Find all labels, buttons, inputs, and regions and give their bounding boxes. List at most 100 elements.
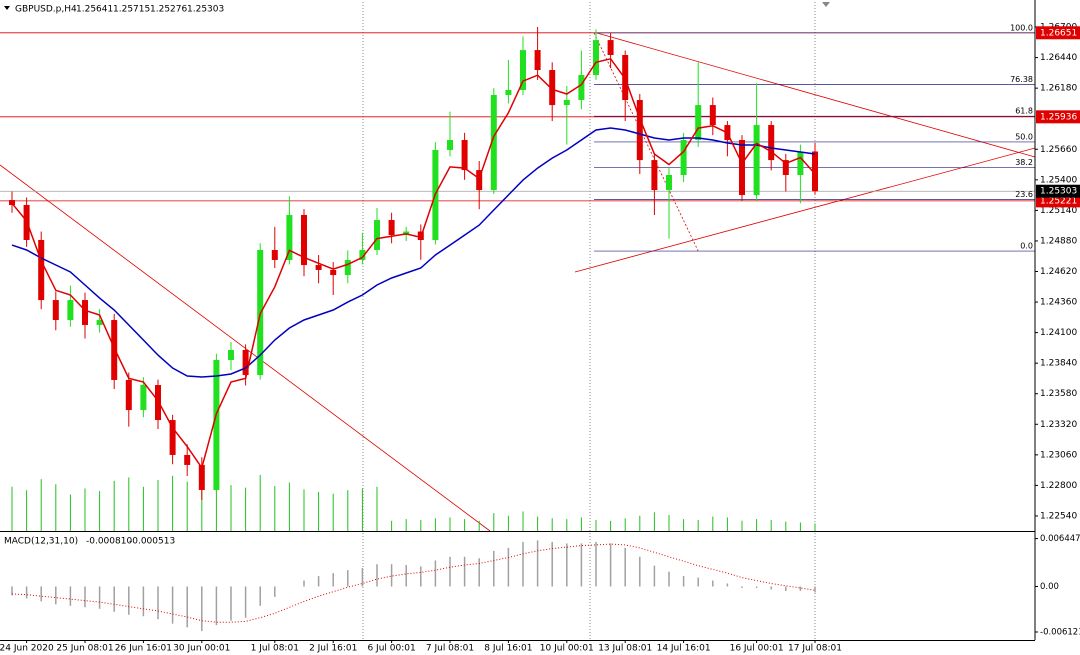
candle-body: [461, 139, 468, 171]
menu-icon[interactable]: [4, 6, 10, 10]
x-tick-label: 30 Jun 00:01: [173, 644, 230, 654]
candle-body: [9, 200, 15, 205]
candle-body: [184, 454, 191, 465]
candle-body: [359, 249, 366, 260]
y-tick-label: 1.25400: [1040, 175, 1077, 185]
candle-body: [198, 464, 205, 490]
price-tag: [1036, 184, 1080, 198]
candle-body: [271, 249, 278, 260]
fibo-label: 38.2: [1015, 158, 1033, 167]
candle-body: [680, 139, 687, 176]
candle-body: [96, 320, 103, 325]
x-tick-label: 25 Jun 08:01: [56, 644, 113, 654]
x-tick-label: 2 Jul 16:01: [309, 644, 357, 654]
fibo-trend: [593, 32, 699, 252]
macd-tick-label: 0.00: [1040, 582, 1059, 592]
x-tick-label: 13 Jul 08:01: [598, 644, 652, 654]
candle-body: [125, 379, 132, 411]
x-tick-label: 10 Jul 00:01: [540, 644, 594, 654]
y-tick-label: 1.24620: [1040, 267, 1077, 277]
candle-body: [797, 151, 804, 176]
candle-body: [593, 40, 599, 75]
trend-line[interactable]: [596, 32, 1036, 158]
y-tick-label: 1.25660: [1040, 145, 1077, 155]
candle-body: [739, 139, 745, 195]
y-tick-label: 1.24100: [1040, 328, 1077, 338]
candle-body: [578, 74, 585, 101]
macd-signal-value: -0.000513: [129, 537, 175, 547]
fibo-label: 76.38: [1010, 75, 1033, 84]
candle-body: [709, 105, 716, 126]
x-tick-label: 8 Jul 16:01: [484, 644, 532, 654]
y-tick-label: 1.24880: [1040, 236, 1077, 246]
macd-tick-label: -0.006121: [1040, 627, 1080, 637]
y-tick-label: 1.22540: [1040, 511, 1077, 521]
candle-body: [169, 420, 176, 455]
candle-body: [563, 100, 570, 106]
price-tag: [1036, 110, 1080, 124]
x-tick-label: 6 Jul 00:01: [367, 644, 415, 654]
candle-body: [636, 100, 643, 161]
candle-body: [753, 125, 760, 195]
candle-body: [666, 175, 672, 191]
price-tag-label: 1.25303: [1040, 187, 1077, 197]
candle-body: [344, 259, 351, 276]
ohlc-high: 1.25715: [113, 5, 150, 15]
ma-fast: [11, 57, 816, 470]
candle-body: [315, 265, 322, 270]
candle-body: [330, 269, 337, 276]
y-tick-label: 1.26440: [1040, 53, 1077, 63]
candle-body: [374, 220, 380, 250]
trend-line[interactable]: [0, 164, 491, 532]
shift-marker[interactable]: [822, 2, 830, 7]
candle-body: [228, 350, 234, 360]
candle-body: [301, 214, 307, 266]
price-tag-label: 1.26651: [1040, 28, 1077, 38]
price-tag-label: 1.25936: [1040, 112, 1077, 122]
x-tick-label: 24 Jun 2020: [0, 644, 54, 654]
plot-layer: 100.076.3861.850.038.223.60.01.267001.26…: [0, 23, 1080, 654]
fibo-label: 50.0: [1015, 132, 1033, 141]
x-tick-label: 1 Jul 08:01: [251, 644, 299, 654]
fibo-label: 0.0: [1020, 242, 1033, 251]
candle-body: [242, 350, 249, 376]
candle-body: [476, 170, 483, 191]
candle-body: [213, 359, 220, 490]
macd-tick-label: 0.006447: [1040, 534, 1080, 544]
candle-body: [695, 105, 702, 140]
candle-body: [549, 70, 556, 106]
candle-body: [38, 239, 45, 301]
ma-slow: [11, 127, 816, 378]
ohlc-close: 1.25303: [187, 5, 224, 15]
y-tick-label: 1.24360: [1040, 298, 1077, 308]
macd-title: MACD(12,31,10): [4, 537, 78, 547]
candle-body: [768, 125, 775, 161]
candle-body: [534, 50, 541, 71]
x-tick-label: 16 Jul 00:01: [730, 644, 784, 654]
fibo-label: 23.6: [1015, 190, 1033, 199]
candle-body: [52, 300, 59, 321]
candle-body: [490, 94, 497, 191]
y-tick-label: 1.23320: [1040, 420, 1077, 430]
y-tick-label: 1.23580: [1040, 389, 1077, 399]
x-tick-label: 26 Jun 16:01: [115, 644, 172, 654]
candle-body: [286, 214, 293, 260]
x-tick-label: 14 Jul 16:01: [657, 644, 711, 654]
candle-body: [82, 300, 88, 325]
candle-body: [111, 320, 118, 380]
y-tick-label: 1.25140: [1040, 206, 1077, 216]
y-tick-label: 1.23840: [1040, 359, 1077, 369]
candle-body: [140, 385, 147, 411]
ohlc-open: 1.25641: [76, 5, 113, 15]
ohlc-low: 1.25276: [150, 5, 187, 15]
candle-body: [651, 160, 658, 191]
candle-body: [388, 220, 395, 236]
x-tick-label: 7 Jul 08:01: [426, 644, 474, 654]
candle-body: [782, 160, 789, 176]
fibo-label: 61.8: [1015, 107, 1033, 116]
candle-body: [67, 300, 74, 321]
candle-body: [607, 40, 614, 56]
